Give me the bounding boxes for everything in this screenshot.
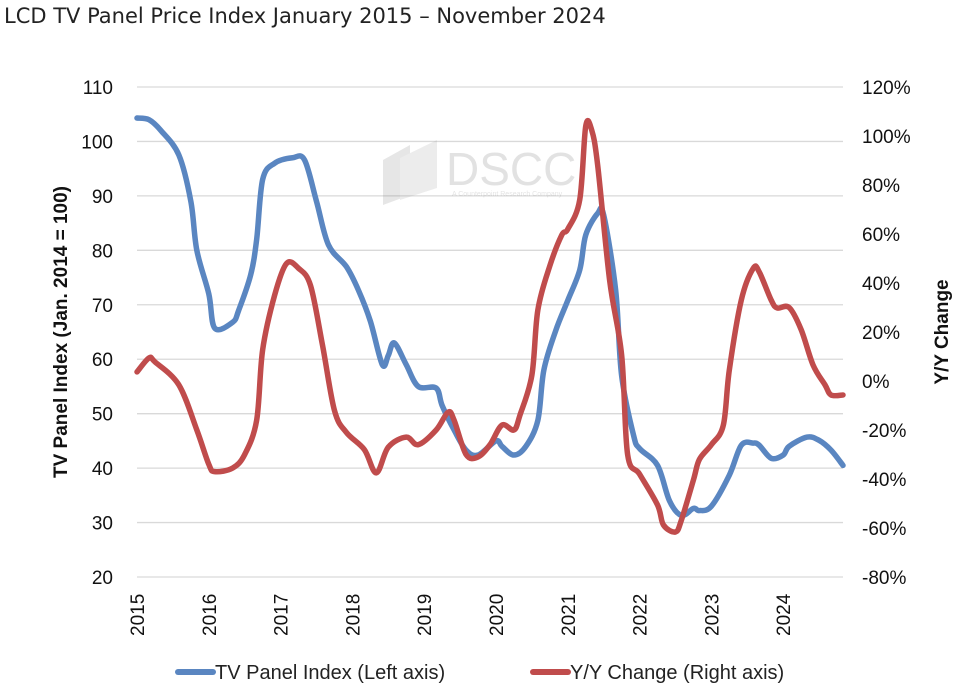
y-tick-label: 70 <box>92 296 113 317</box>
y-tick-label: 50 <box>92 405 113 426</box>
chart-title: LCD TV Panel Price Index January 2015 – … <box>4 4 606 28</box>
y2-tick-label: 0% <box>862 372 890 393</box>
y2-tick-label: -20% <box>862 421 906 442</box>
x-tick-label: 2020 <box>487 594 508 636</box>
x-tick-label: 2022 <box>631 594 652 636</box>
x-tick-label: 2023 <box>702 594 723 636</box>
y-axis-left-label: TV Panel Index (Jan. 2014 = 100) <box>51 186 72 478</box>
x-tick-label: 2018 <box>343 594 364 636</box>
y2-tick-label: 100% <box>862 127 911 148</box>
y-tick-label: 20 <box>92 568 113 589</box>
dscc-watermark: DSCC A Counterpoint Research Company <box>383 140 576 205</box>
x-tick-label: 2016 <box>200 594 221 636</box>
x-tick-label: 2019 <box>415 594 436 636</box>
x-tick-label: 2017 <box>272 594 293 636</box>
x-tick-label: 2024 <box>774 593 795 636</box>
y2-tick-label: 40% <box>862 274 900 295</box>
y-tick-label: 60 <box>92 350 113 371</box>
y2-tick-label: -80% <box>862 568 906 589</box>
y2-tick-label: 80% <box>862 176 900 197</box>
y2-tick-label: -40% <box>862 470 906 491</box>
y2-tick-label: 20% <box>862 323 900 344</box>
legend-label-index: TV Panel Index (Left axis) <box>215 662 445 684</box>
y-tick-label: 30 <box>92 514 113 535</box>
watermark-text: DSCC <box>446 143 576 195</box>
y-axis-right-label: Y/Y Change <box>932 279 953 384</box>
y-tick-label: 80 <box>92 241 113 262</box>
y2-tick-label: 120% <box>862 78 911 99</box>
y-tick-label: 90 <box>92 187 113 208</box>
legend: TV Panel Index (Left axis) Y/Y Change (R… <box>175 662 784 684</box>
y2-tick-label: 60% <box>862 225 900 246</box>
y-tick-label: 100 <box>81 132 113 153</box>
series-line-yoy-change <box>134 117 846 535</box>
x-tick-label: 2021 <box>559 594 580 636</box>
series-line-tv-panel-index <box>134 115 846 519</box>
x-tick-label: 2015 <box>128 594 149 636</box>
gridlines <box>137 86 843 578</box>
y2-tick-label: -60% <box>862 519 906 540</box>
watermark-subtext: A Counterpoint Research Company <box>452 191 563 198</box>
y-tick-label: 110 <box>83 78 113 99</box>
y-tick-label: 40 <box>92 459 113 480</box>
legend-label-yoy: Y/Y Change (Right axis) <box>570 662 784 684</box>
